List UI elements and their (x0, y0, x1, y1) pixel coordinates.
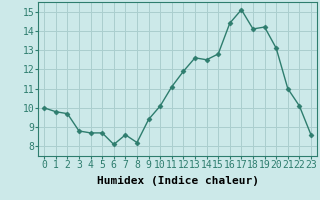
X-axis label: Humidex (Indice chaleur): Humidex (Indice chaleur) (97, 176, 259, 186)
